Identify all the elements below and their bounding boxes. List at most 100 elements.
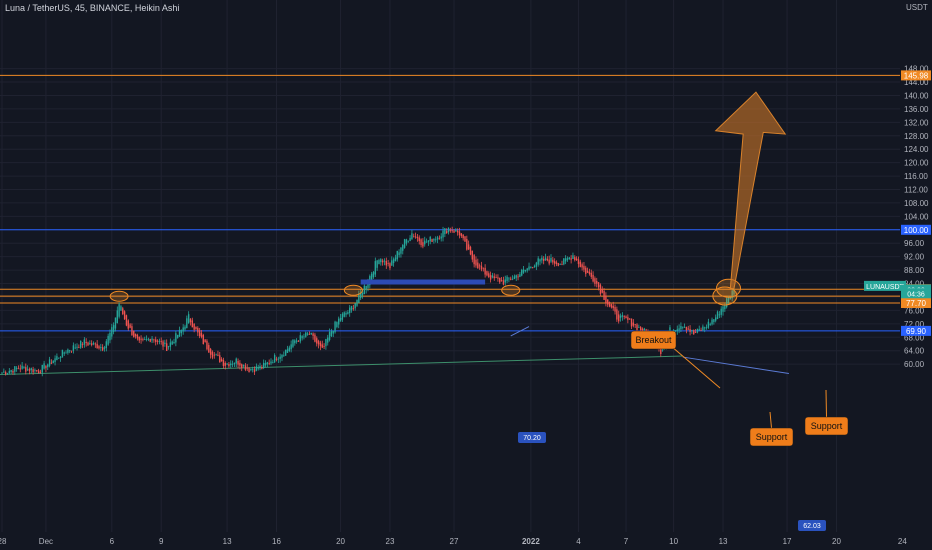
candle-body [702, 326, 704, 331]
candle-body [354, 303, 356, 309]
candle-body [676, 329, 678, 331]
candle-body [557, 263, 560, 266]
candle-body [416, 236, 419, 239]
price-tick-label: 148.00 [904, 65, 929, 74]
candle-body [398, 252, 400, 256]
candle-body [380, 259, 382, 263]
candle-body [155, 339, 157, 342]
candle-body [643, 328, 646, 331]
candle-body [605, 295, 607, 304]
candle-body [242, 364, 245, 367]
candle-body [585, 267, 587, 274]
candle-body [277, 358, 280, 360]
candle-body [220, 358, 223, 362]
candle-body [48, 359, 51, 366]
current-price-tag [901, 288, 931, 299]
candle-body [522, 269, 525, 273]
candle-body [513, 276, 516, 280]
candle-body [515, 275, 517, 278]
candle-body [189, 318, 192, 323]
time-axis-background [0, 532, 932, 550]
candle-body [191, 320, 194, 328]
candle-body [21, 365, 23, 369]
candle-body [616, 309, 618, 320]
candle-body [694, 332, 697, 333]
breakout-arrow [714, 91, 787, 290]
candle-body [561, 264, 563, 266]
price-tick-label: 60.00 [904, 360, 925, 369]
candle-body [76, 346, 78, 348]
candle-body [636, 324, 638, 330]
candle-body [239, 362, 241, 366]
candle-body [550, 257, 552, 262]
candle-body [413, 236, 415, 238]
price-axis[interactable]: 60.0064.0068.0072.0076.0080.0084.0088.00… [864, 0, 932, 550]
candle-body [422, 242, 424, 247]
candle-body [56, 356, 58, 361]
candle-body [176, 335, 179, 338]
candle-body [69, 350, 71, 352]
candle-body [447, 227, 450, 233]
candle-body [597, 282, 600, 288]
candle-body [528, 266, 530, 270]
candle-body [435, 239, 437, 241]
candle-body [716, 311, 719, 320]
candle-body [123, 311, 126, 320]
candle-body [19, 368, 21, 370]
candle-body [173, 341, 175, 344]
candle-body [250, 369, 252, 371]
breakout-callout [630, 330, 677, 350]
candle-body [37, 370, 40, 374]
price-tick-label: 120.00 [904, 159, 929, 168]
candle-body [407, 240, 409, 242]
candle-body [160, 341, 162, 342]
candle-body [541, 257, 543, 261]
candle-body [109, 332, 111, 341]
price-tick-label: 72.00 [904, 320, 925, 329]
candle-body [288, 347, 291, 351]
candle-body [321, 344, 323, 348]
candle-body [8, 370, 11, 374]
time-axis[interactable]: 28 Dec 6 9 13 16 20 23 27 2022 4 7 10 13 17 20 24 [0, 532, 932, 550]
candle-body [592, 274, 594, 282]
support-zone-bar [360, 279, 486, 285]
candle-body [607, 299, 609, 305]
candle-body [279, 356, 281, 359]
candle-body [548, 259, 550, 264]
candle-body [158, 340, 161, 342]
candle-body [438, 238, 441, 240]
candle-body [30, 368, 32, 371]
candle-body [440, 236, 442, 239]
candle-body [164, 342, 166, 344]
candle-body [162, 341, 164, 347]
candle-body [568, 257, 570, 260]
candle-body [451, 230, 453, 232]
candle-body [262, 362, 265, 368]
candle-body [420, 239, 422, 246]
candle-body [47, 364, 49, 368]
candle-body [466, 239, 468, 250]
candle-body [186, 318, 188, 329]
candle-body [334, 321, 336, 333]
candle-body [532, 267, 534, 269]
candle-body [722, 306, 724, 312]
candle-body [535, 262, 538, 267]
candle-body [118, 304, 120, 317]
candle-body [167, 346, 170, 348]
current-price-tag-text: LUNAUSDT [866, 284, 904, 291]
candle-body [698, 329, 700, 331]
candle-body [455, 229, 457, 232]
candle-body [502, 280, 505, 285]
candle-body [574, 257, 576, 261]
candle-body [244, 365, 247, 370]
candle-body [281, 354, 283, 358]
candle-body [610, 304, 613, 308]
candle-body [608, 301, 611, 307]
candle-body [436, 237, 439, 240]
candle-body [78, 347, 80, 349]
breakout-callout-text: Breakout [635, 335, 672, 345]
candle-body [508, 278, 510, 280]
candle-body [149, 338, 151, 342]
candle-body [660, 346, 662, 354]
